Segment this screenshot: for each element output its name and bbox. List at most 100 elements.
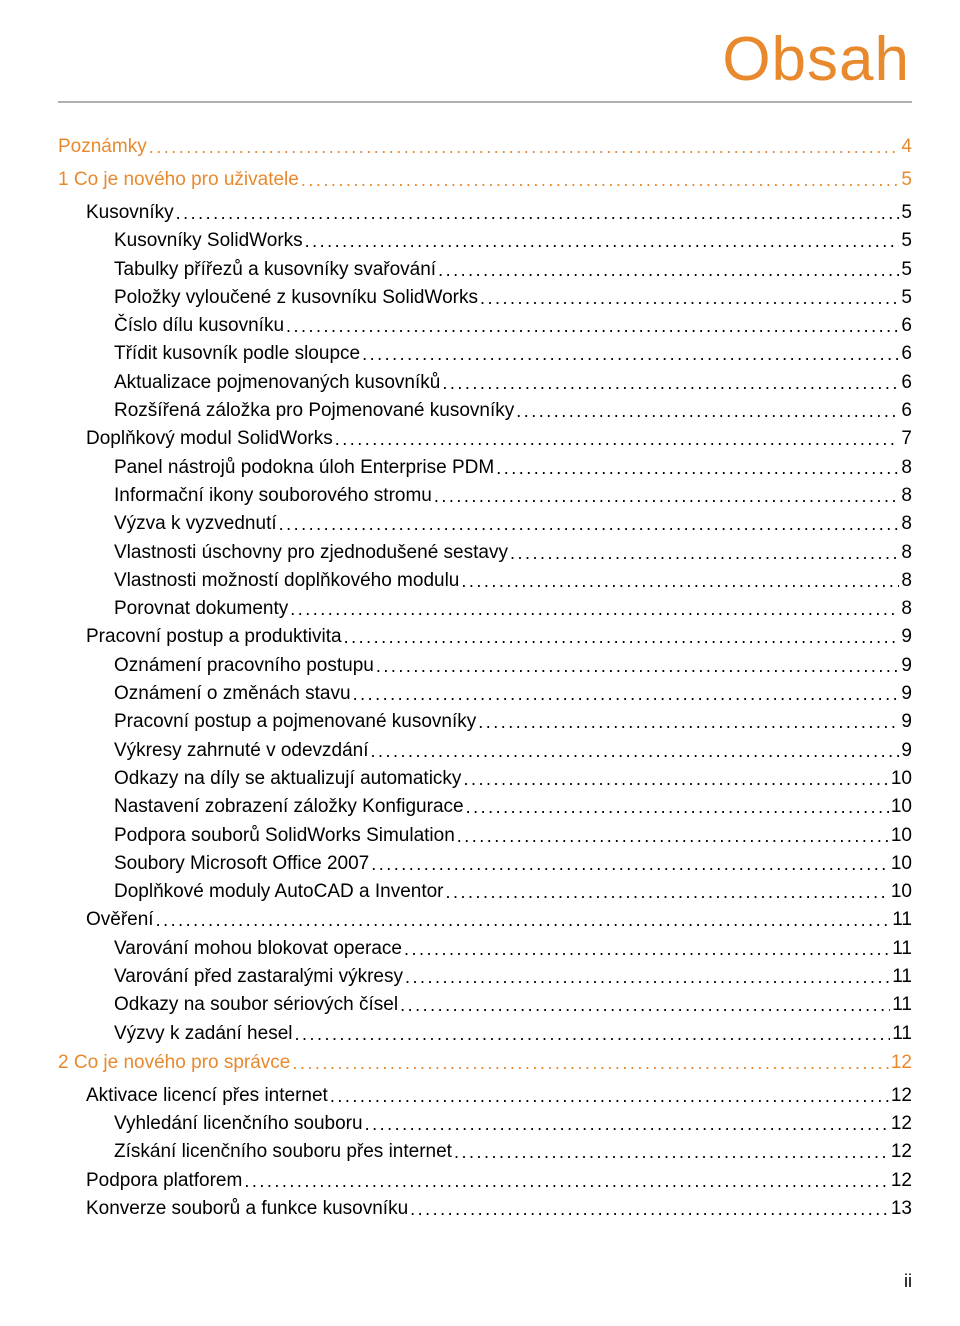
toc-entry[interactable]: Oznámení o změnách stavu9 — [58, 684, 912, 703]
toc-entry-label: Výzva k vyzvednutí — [114, 514, 277, 533]
toc-entry-page: 8 — [901, 514, 912, 533]
toc-entry[interactable]: Odkazy na soubor sériových čísel11 — [58, 995, 912, 1014]
toc-entry-page: 5 — [901, 288, 912, 307]
toc-entry-page: 10 — [891, 854, 912, 873]
toc-leader — [461, 572, 899, 590]
toc-entry-page: 5 — [901, 231, 912, 250]
toc-entry[interactable]: Varování mohou blokovat operace11 — [58, 939, 912, 958]
toc-entry[interactable]: Nastavení zobrazení záložky Konfigurace1… — [58, 797, 912, 816]
toc-entry-page: 6 — [901, 344, 912, 363]
toc-entry[interactable]: Konverze souborů a funkce kusovníku 13 — [58, 1199, 912, 1218]
toc-leader — [400, 996, 890, 1014]
toc-entry-page: 6 — [901, 373, 912, 392]
toc-entry-label: Oznámení pracovního postupu — [114, 656, 374, 675]
toc-entry-page: 12 — [891, 1171, 912, 1190]
title-underline — [58, 101, 912, 103]
toc-leader — [496, 459, 899, 477]
toc-leader — [442, 374, 899, 392]
toc-entry-label: Tabulky přířezů a kusovníky svařování — [114, 260, 436, 279]
toc-entry[interactable]: Třídit kusovník podle sloupce6 — [58, 344, 912, 363]
toc-entry-label: Varování před zastaralými výkresy — [114, 967, 403, 986]
toc-entry[interactable]: Doplňkový modul SolidWorks7 — [58, 429, 912, 448]
toc-entry-label: Soubory Microsoft Office 2007 — [114, 854, 369, 873]
toc-leader — [438, 261, 899, 279]
toc-entry-label: Nastavení zobrazení záložky Konfigurace — [114, 797, 464, 816]
toc-entry[interactable]: Tabulky přířezů a kusovníky svařování5 — [58, 260, 912, 279]
toc-entry[interactable]: Podpora platforem12 — [58, 1171, 912, 1190]
toc-leader — [457, 827, 889, 845]
toc-entry-label: Konverze souborů a funkce kusovníku — [86, 1199, 408, 1218]
toc-entry[interactable]: Výzva k vyzvednutí 8 — [58, 514, 912, 533]
toc-entry-page: 8 — [901, 486, 912, 505]
toc-entry[interactable]: Vlastnosti úschovny pro zjednodušené ses… — [58, 543, 912, 562]
toc-leader — [335, 430, 900, 448]
toc-entry[interactable]: Ověření11 — [58, 910, 912, 929]
toc-entry[interactable]: Výzvy k zadání hesel11 — [58, 1024, 912, 1043]
toc-entry[interactable]: Kusovníky SolidWorks 5 — [58, 231, 912, 250]
toc-leader — [463, 770, 888, 788]
toc-entry[interactable]: Položky vyloučené z kusovníku SolidWorks… — [58, 288, 912, 307]
toc-entry-label: Informační ikony souborového stromu — [114, 486, 432, 505]
toc-entry-page: 9 — [901, 684, 912, 703]
toc-entry-label: Výkresy zahrnuté v odevzdání — [114, 741, 369, 760]
toc-entry-label: Panel nástrojů podokna úloh Enterprise P… — [114, 458, 494, 477]
toc-entry[interactable]: Porovnat dokumenty8 — [58, 599, 912, 618]
table-of-contents: Poznámky41 Co je nového pro uživatele5Ku… — [58, 137, 912, 1218]
page-title: Obsah — [58, 24, 912, 95]
toc-entry[interactable]: Pracovní postup a pojmenované kusovníky9 — [58, 712, 912, 731]
toc-entry[interactable]: Získání licenčního souboru přes internet… — [58, 1142, 912, 1161]
toc-entry[interactable]: Podpora souborů SolidWorks Simulation10 — [58, 826, 912, 845]
toc-entry-label: 1 Co je nového pro uživatele — [58, 170, 299, 189]
toc-leader — [371, 855, 889, 873]
toc-leader — [156, 911, 891, 929]
toc-leader — [294, 1025, 890, 1043]
toc-leader — [365, 1115, 889, 1133]
toc-entry[interactable]: Pracovní postup a produktivita9 — [58, 627, 912, 646]
toc-entry-label: Doplňkové moduly AutoCAD a Inventor — [114, 882, 444, 901]
toc-entry[interactable]: Výkresy zahrnuté v odevzdání9 — [58, 741, 912, 760]
toc-entry[interactable]: 2 Co je nového pro správce12 — [58, 1053, 912, 1072]
toc-entry[interactable]: Číslo dílu kusovníku6 — [58, 316, 912, 335]
toc-entry-label: Rozšířená záložka pro Pojmenované kusovn… — [114, 401, 514, 420]
toc-leader — [454, 1143, 889, 1161]
toc-entry[interactable]: Poznámky4 — [58, 137, 912, 156]
toc-entry-label: Pracovní postup a pojmenované kusovníky — [114, 712, 476, 731]
toc-entry[interactable]: 1 Co je nového pro uživatele5 — [58, 170, 912, 189]
toc-entry-page: 7 — [901, 429, 912, 448]
toc-entry-label: Vlastnosti úschovny pro zjednodušené ses… — [114, 543, 508, 562]
toc-leader — [362, 345, 899, 363]
toc-leader — [301, 171, 900, 189]
toc-entry-label: Kusovníky SolidWorks — [114, 231, 303, 250]
toc-leader — [376, 657, 900, 675]
toc-leader — [290, 600, 899, 618]
toc-entry-label: 2 Co je nového pro správce — [58, 1053, 290, 1072]
toc-entry-label: Ověření — [86, 910, 154, 929]
toc-entry[interactable]: Soubory Microsoft Office 2007 10 — [58, 854, 912, 873]
toc-entry[interactable]: Informační ikony souborového stromu 8 — [58, 486, 912, 505]
toc-entry[interactable]: Kusovníky5 — [58, 203, 912, 222]
toc-leader — [292, 1054, 888, 1072]
toc-entry[interactable]: Oznámení pracovního postupu9 — [58, 656, 912, 675]
toc-leader — [344, 628, 900, 646]
toc-entry-page: 8 — [901, 571, 912, 590]
toc-entry[interactable]: Aktualizace pojmenovaných kusovníků6 — [58, 373, 912, 392]
toc-entry-page: 8 — [901, 599, 912, 618]
toc-entry[interactable]: Vlastnosti možností doplňkového modulu8 — [58, 571, 912, 590]
toc-leader — [446, 883, 889, 901]
toc-entry[interactable]: Odkazy na díly se aktualizují automatick… — [58, 769, 912, 788]
toc-entry[interactable]: Rozšířená záložka pro Pojmenované kusovn… — [58, 401, 912, 420]
toc-entry-label: Odkazy na soubor sériových čísel — [114, 995, 398, 1014]
toc-leader — [405, 968, 890, 986]
toc-entry[interactable]: Doplňkové moduly AutoCAD a Inventor 10 — [58, 882, 912, 901]
toc-entry-label: Kusovníky — [86, 203, 174, 222]
toc-leader — [286, 317, 899, 335]
toc-entry-label: Aktivace licencí přes internet — [86, 1086, 328, 1105]
toc-entry-page: 10 — [891, 882, 912, 901]
toc-entry[interactable]: Vyhledání licenčního souboru12 — [58, 1114, 912, 1133]
toc-leader — [516, 402, 899, 420]
toc-entry[interactable]: Aktivace licencí přes internet12 — [58, 1086, 912, 1105]
toc-leader — [353, 685, 900, 703]
toc-entry[interactable]: Panel nástrojů podokna úloh Enterprise P… — [58, 458, 912, 477]
toc-entry[interactable]: Varování před zastaralými výkresy11 — [58, 967, 912, 986]
toc-entry-page: 13 — [891, 1199, 912, 1218]
